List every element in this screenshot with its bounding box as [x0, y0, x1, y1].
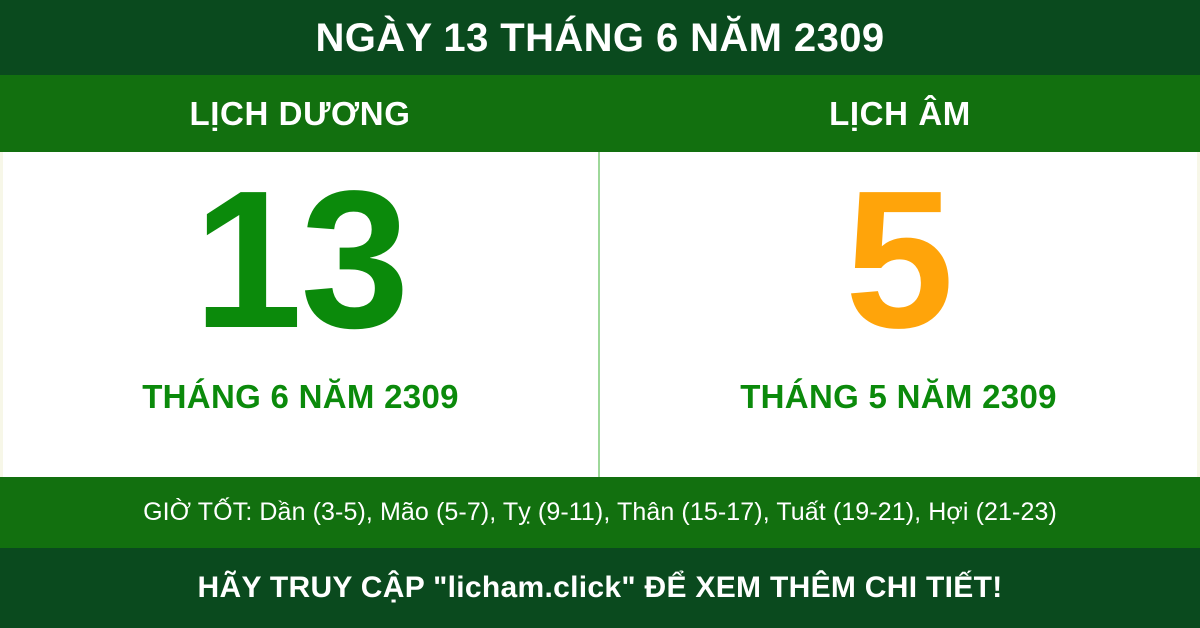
column-header-lunar: LỊCH ÂM	[600, 75, 1200, 152]
good-hours-bar: GIỜ TỐT: Dần (3-5), Mão (5-7), Tỵ (9-11)…	[0, 477, 1200, 548]
lunar-date-panel: 5 THÁNG 5 NĂM 2309	[600, 152, 1197, 477]
title-bar: NGÀY 13 THÁNG 6 NĂM 2309	[0, 0, 1200, 75]
column-header-bar: LỊCH DƯƠNG LỊCH ÂM	[0, 75, 1200, 152]
good-hours-text: GIỜ TỐT: Dần (3-5), Mão (5-7), Tỵ (9-11)…	[143, 498, 1057, 526]
column-header-lunar-label: LỊCH ÂM	[829, 95, 971, 132]
footer-cta-bar: HÃY TRUY CẬP "licham.click" ĐỂ XEM THÊM …	[0, 548, 1200, 628]
calendar-body: 13 THÁNG 6 NĂM 2309 5 THÁNG 5 NĂM 2309	[0, 152, 1200, 477]
column-header-solar: LỊCH DƯƠNG	[0, 75, 600, 152]
lunar-day-number: 5	[844, 150, 954, 369]
footer-cta-text: HÃY TRUY CẬP "licham.click" ĐỂ XEM THÊM …	[197, 571, 1003, 604]
solar-month-year-label: THÁNG 6 NĂM 2309	[142, 378, 459, 415]
page-title: NGÀY 13 THÁNG 6 NĂM 2309	[315, 15, 885, 60]
solar-day-number: 13	[193, 150, 409, 369]
lunar-month-year-label: THÁNG 5 NĂM 2309	[740, 378, 1057, 415]
column-header-solar-label: LỊCH DƯƠNG	[189, 95, 411, 132]
solar-date-panel: 13 THÁNG 6 NĂM 2309	[3, 152, 600, 477]
